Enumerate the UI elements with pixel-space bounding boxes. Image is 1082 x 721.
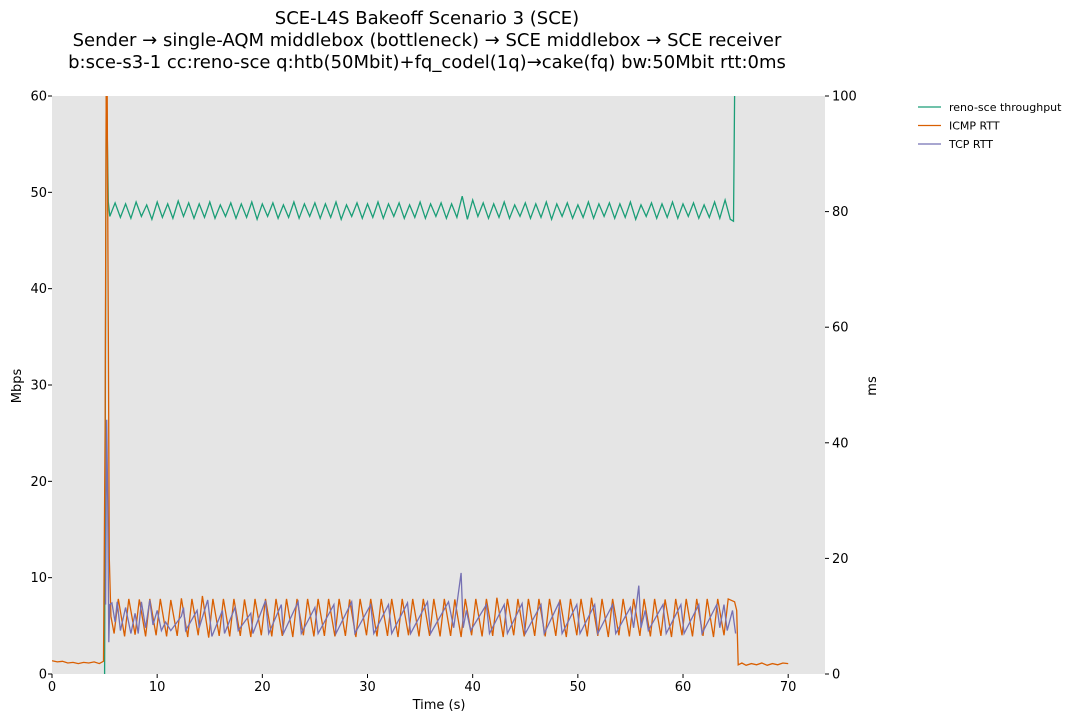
y-tick-label: 30 (30, 379, 47, 394)
x-tick-label: 0 (48, 680, 56, 695)
legend-label: ICMP RTT (949, 120, 1000, 133)
series-line-reno-sce-throughput (103, 96, 736, 674)
y-axis-ticks: 0 10 20 30 40 50 60 (30, 90, 52, 683)
y-tick-label: 50 (30, 186, 47, 201)
y2-tick-label: 40 (832, 436, 849, 451)
legend-label: TCP RTT (948, 138, 993, 151)
series-layer (52, 96, 789, 674)
x-tick-label: 70 (780, 680, 797, 695)
x-tick-label: 30 (359, 680, 376, 695)
legend: reno-sce throughput ICMP RTT TCP RTT (918, 101, 1062, 151)
y2-tick-label: 100 (832, 90, 857, 105)
y-tick-label: 0 (39, 668, 47, 683)
series-line-tcp-rtt (104, 419, 737, 643)
y2-axis-label: ms (865, 376, 880, 396)
series-line-icmp-rtt (52, 96, 789, 667)
legend-label: reno-sce throughput (949, 101, 1062, 114)
y-tick-label: 10 (30, 571, 47, 586)
x-tick-label: 50 (570, 680, 587, 695)
title-line-2: Sender → single-AQM middlebox (bottlenec… (73, 30, 782, 51)
y-axis-label: Mbps (10, 369, 25, 404)
y2-tick-label: 20 (832, 552, 849, 567)
chart-title: SCE-L4S Bakeoff Scenario 3 (SCE) Sender … (68, 8, 786, 73)
y2-axis-ticks: 0 20 40 60 80 100 (825, 90, 857, 683)
x-tick-label: 60 (675, 680, 692, 695)
y2-tick-label: 60 (832, 321, 849, 336)
title-line-3: b:sce-s3-1 cc:reno-sce q:htb(50Mbit)+fq_… (68, 52, 786, 73)
y2-tick-label: 0 (832, 668, 840, 683)
y-tick-label: 60 (30, 90, 47, 105)
x-axis-label: Time (s) (412, 698, 466, 713)
y2-tick-label: 80 (832, 205, 849, 220)
y-tick-label: 40 (30, 282, 47, 297)
plot-area (52, 96, 825, 674)
y-tick-label: 20 (30, 475, 47, 490)
title-line-1: SCE-L4S Bakeoff Scenario 3 (SCE) (275, 8, 579, 29)
x-tick-label: 20 (254, 680, 271, 695)
x-tick-label: 40 (464, 680, 481, 695)
x-axis-ticks: 0 10 20 30 40 50 60 70 (48, 674, 797, 695)
x-tick-label: 10 (149, 680, 166, 695)
